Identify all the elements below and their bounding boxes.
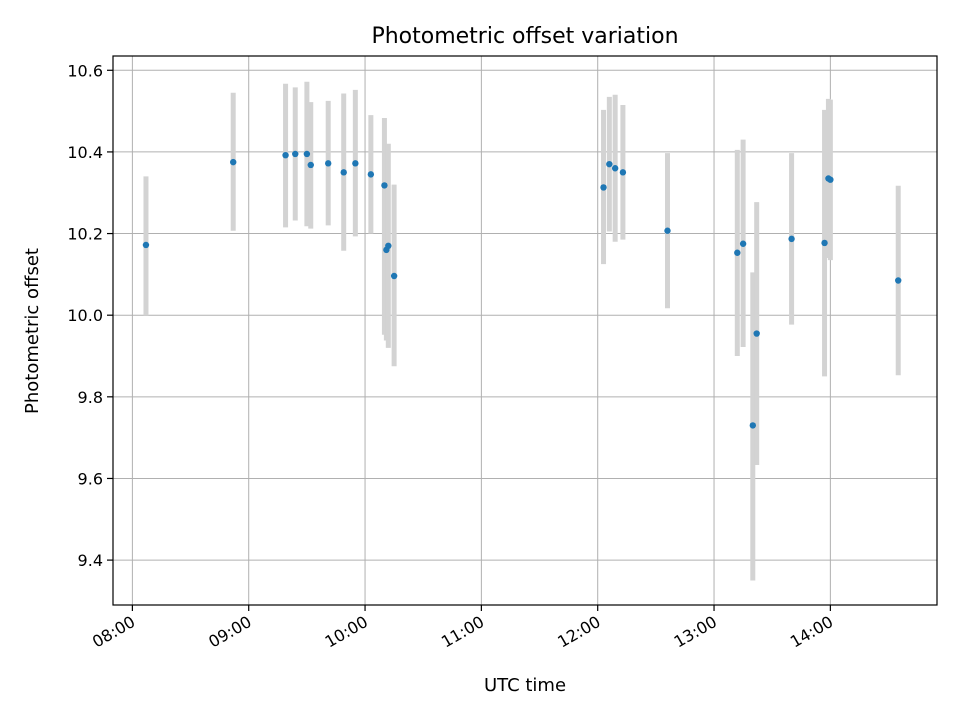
data-point (142, 241, 150, 249)
grid (113, 56, 937, 605)
data-point (325, 160, 332, 167)
data-point (367, 171, 375, 178)
data-point (390, 272, 398, 280)
data-point (821, 239, 828, 247)
data-point (292, 150, 299, 158)
y-axis: 9.4 9.6 9.8 10.0 10.2 10.4 10.6 (67, 61, 113, 570)
y-tick-label: 10.2 (67, 225, 103, 244)
data-point (664, 227, 671, 234)
data-point (307, 161, 314, 169)
data-point (600, 184, 607, 191)
data-point (340, 169, 347, 176)
data-point (381, 182, 388, 189)
data-point (619, 169, 627, 176)
data-point (734, 249, 741, 256)
data-point (385, 242, 392, 250)
data-point (282, 151, 289, 159)
data-point (606, 160, 613, 168)
data-point (230, 158, 237, 166)
chart-title: Photometric offset variation (371, 24, 678, 49)
data-point (352, 160, 359, 167)
x-axis-label: UTC time (484, 675, 566, 696)
plot-frame (112, 55, 938, 606)
data-points (142, 150, 902, 429)
data-point (827, 176, 834, 183)
data-point (753, 330, 760, 337)
data-point (739, 240, 747, 247)
y-tick-label: 9.8 (78, 388, 103, 407)
y-tick-label: 10.6 (67, 61, 103, 80)
y-tick-label: 9.4 (78, 551, 103, 570)
data-point (611, 165, 619, 172)
data-point (895, 277, 902, 284)
y-tick-label: 9.6 (78, 469, 103, 488)
data-point (749, 422, 757, 429)
y-axis-label: Photometric offset (22, 248, 43, 414)
data-point (788, 235, 795, 243)
y-tick-label: 10.4 (67, 143, 103, 162)
y-tick-label: 10.0 (67, 306, 103, 325)
data-point (303, 150, 311, 158)
